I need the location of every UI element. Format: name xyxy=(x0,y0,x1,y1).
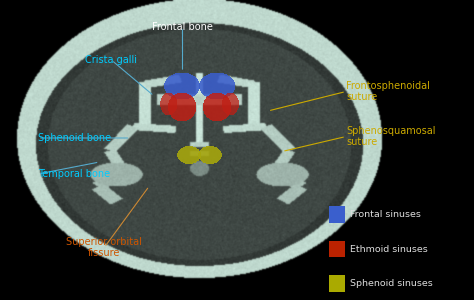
Text: Temporal bone: Temporal bone xyxy=(38,169,110,179)
Text: Sphenosquamosal
suture: Sphenosquamosal suture xyxy=(346,126,436,147)
Text: Sphenoid sinuses: Sphenoid sinuses xyxy=(350,279,433,288)
Text: Ethmoid sinuses: Ethmoid sinuses xyxy=(350,244,428,253)
Bar xyxy=(329,206,345,223)
Bar xyxy=(329,275,345,292)
Text: Frontal sinuses: Frontal sinuses xyxy=(350,210,421,219)
Text: Superior orbital
fissure: Superior orbital fissure xyxy=(66,237,142,258)
Text: Frontal bone: Frontal bone xyxy=(152,22,213,32)
Text: Sphenoid bone: Sphenoid bone xyxy=(38,133,111,143)
Text: Crista galli: Crista galli xyxy=(85,55,137,65)
Text: Frontosphenoidal
suture: Frontosphenoidal suture xyxy=(346,81,430,102)
Bar xyxy=(329,241,345,257)
